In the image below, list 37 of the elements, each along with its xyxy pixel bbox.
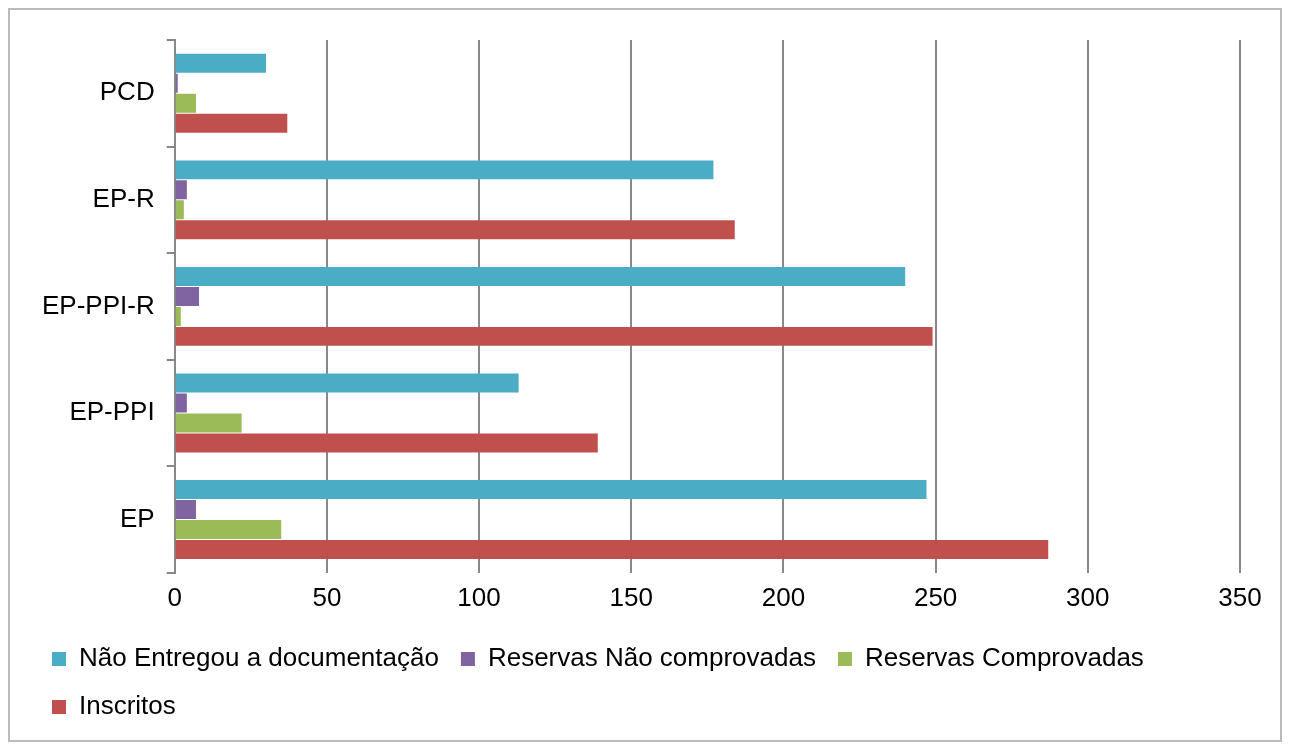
bar [175,200,184,220]
y-tick-label: EP-PPI [69,396,155,427]
x-tick-label: 200 [761,581,806,612]
bar [175,373,519,393]
bar [175,306,181,326]
x-tick-label: 150 [609,581,653,612]
bar [175,326,933,346]
bar [175,93,196,113]
bar [175,113,288,133]
legend-label: Inscritos [79,690,176,721]
bar [175,160,714,180]
legend-label: Reservas Não comprovadas [487,642,816,673]
bar [175,520,282,539]
bar [175,286,200,306]
bar [175,266,906,286]
y-tick-label: PCD [99,76,155,107]
legend-label: Reservas Comprovadas [864,642,1144,673]
legend-label: Não Entregou a documentação [79,642,439,673]
y-tick-label: EP [120,502,155,533]
x-tick-label: 350 [1218,581,1262,612]
x-tick-label: 0 [167,581,182,612]
y-tick-label: EP-PPI-R [42,289,155,320]
x-tick-label: 250 [913,581,958,612]
bar [175,413,242,433]
bar [175,393,187,413]
bar [175,480,927,500]
x-tick-label: 300 [1066,581,1110,612]
bar [175,53,266,73]
x-tick-label: 50 [312,581,342,612]
bar [175,180,187,200]
bar [175,73,178,93]
y-tick-label: EP-R [92,183,155,214]
x-tick-label: 100 [457,581,501,612]
bar [175,500,196,520]
bar [175,433,598,453]
bar [175,220,735,240]
bar [175,540,1049,559]
